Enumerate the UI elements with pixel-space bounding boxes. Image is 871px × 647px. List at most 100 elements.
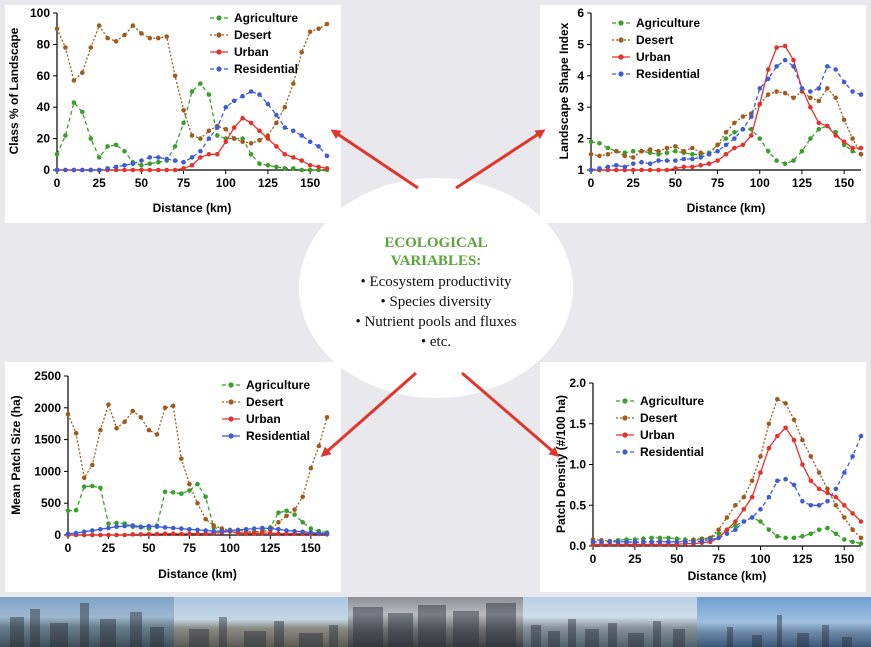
data-point-residential: [291, 128, 296, 134]
data-point-desert: [833, 95, 838, 101]
data-point-agriculture: [291, 166, 296, 171]
data-point-desert: [248, 141, 254, 146]
data-point-agriculture: [766, 527, 772, 532]
data-point-desert: [106, 402, 111, 407]
data-point-urban: [154, 531, 160, 537]
y-tick-label: 6: [577, 6, 584, 20]
arrow-top-right: [455, 129, 546, 190]
data-point-residential: [276, 527, 281, 532]
data-point-desert: [741, 494, 747, 500]
y-tick-label: 40: [37, 100, 51, 114]
legend-label-urban: Urban: [640, 428, 675, 442]
data-point-residential: [203, 528, 208, 533]
data-point-urban: [741, 507, 747, 512]
data-point-agriculture: [98, 485, 103, 491]
city-photo-2: [174, 597, 349, 647]
data-point-residential: [858, 92, 864, 97]
x-tick-label: 25: [93, 176, 107, 190]
legend-marker-desert: [216, 32, 222, 38]
data-point-urban: [850, 511, 855, 516]
data-point-residential: [833, 486, 839, 492]
data-point-residential: [765, 76, 771, 82]
data-point-agriculture: [716, 531, 721, 537]
data-point-desert: [850, 527, 855, 532]
data-point-residential: [88, 167, 94, 173]
x-tick-label: 0: [65, 541, 72, 555]
data-point-agriculture: [179, 491, 184, 497]
x-axis-label: Distance (km): [688, 569, 767, 583]
data-point-residential: [850, 454, 855, 459]
data-point-urban: [276, 531, 281, 536]
data-point-desert: [775, 397, 780, 402]
data-point-urban: [775, 433, 780, 439]
legend-label-desert: Desert: [636, 33, 673, 47]
data-point-urban: [825, 490, 830, 496]
data-point-agriculture: [775, 533, 780, 539]
data-point-residential: [808, 503, 814, 508]
data-point-desert: [81, 475, 87, 481]
x-axis-label: Distance (km): [158, 567, 237, 581]
data-point-residential: [657, 539, 663, 545]
data-point-residential: [842, 470, 847, 475]
data-point-residential: [172, 158, 178, 163]
data-point-residential: [73, 530, 79, 536]
data-point-desert: [715, 142, 720, 148]
y-axis-label: Patch Density (#/100 ha): [554, 395, 568, 533]
y-tick-label: 1000: [34, 464, 61, 478]
y-tick-label: 2500: [34, 369, 61, 383]
data-point-desert: [63, 45, 68, 50]
data-point-desert: [630, 155, 636, 160]
data-point-residential: [130, 161, 136, 166]
data-point-residential: [649, 539, 654, 545]
data-point-agriculture: [300, 520, 306, 525]
data-point-agriculture: [850, 539, 855, 545]
data-point-agriculture: [181, 120, 186, 126]
data-point-urban: [260, 530, 265, 536]
data-point-desert: [588, 152, 594, 157]
data-point-residential: [316, 144, 321, 149]
y-axis-label: Mean Patch Size (ha): [9, 395, 23, 514]
data-point-desert: [808, 454, 814, 459]
data-point-urban: [146, 531, 152, 537]
data-point-desert: [732, 120, 737, 126]
data-point-agriculture: [674, 536, 680, 541]
data-point-agriculture: [732, 130, 737, 135]
y-tick-label: 2.0: [569, 376, 586, 390]
data-point-residential: [749, 114, 754, 119]
x-tick-label: 75: [711, 176, 725, 190]
data-point-agriculture: [80, 109, 85, 115]
data-point-urban: [307, 163, 313, 168]
x-tick-label: 25: [627, 176, 641, 190]
city-photo-1: [0, 597, 175, 647]
x-tick-label: 75: [183, 541, 197, 555]
data-point-desert: [791, 95, 796, 101]
data-point-urban: [850, 145, 855, 151]
data-point-urban: [757, 101, 763, 107]
data-point-urban: [639, 167, 644, 173]
data-point-agriculture: [105, 144, 110, 149]
data-point-residential: [268, 526, 273, 531]
legend-label-desert: Desert: [640, 411, 677, 425]
data-point-residential: [808, 89, 813, 94]
data-point-residential: [681, 156, 687, 162]
center-item-3: • Nutrient pools and fluxes: [355, 314, 516, 330]
data-point-residential: [105, 166, 110, 171]
panel-top-left: [5, 5, 341, 223]
data-point-residential: [122, 523, 127, 529]
data-point-residential: [187, 527, 192, 532]
figure-canvas: ECOLOGICAL VARIABLES: • Ecosystem produc…: [5, 5, 866, 592]
data-point-urban: [723, 152, 729, 157]
data-point-agriculture: [195, 481, 200, 487]
chart-patch-density: 0.0 0.5 1.0 1.5 2.0 0 25 50 75 100 125 150 Distance …: [554, 376, 864, 583]
data-point-agriculture: [308, 526, 314, 531]
data-point-residential: [147, 155, 153, 160]
data-point-agriculture: [156, 159, 161, 165]
data-point-residential: [630, 161, 636, 166]
data-point-desert: [639, 148, 644, 154]
data-point-residential: [307, 139, 313, 144]
y-tick-label: 0.5: [569, 498, 586, 512]
data-point-desert: [282, 104, 288, 110]
data-point-desert: [597, 153, 602, 159]
data-point-residential: [825, 64, 830, 69]
data-point-agriculture: [630, 148, 636, 154]
